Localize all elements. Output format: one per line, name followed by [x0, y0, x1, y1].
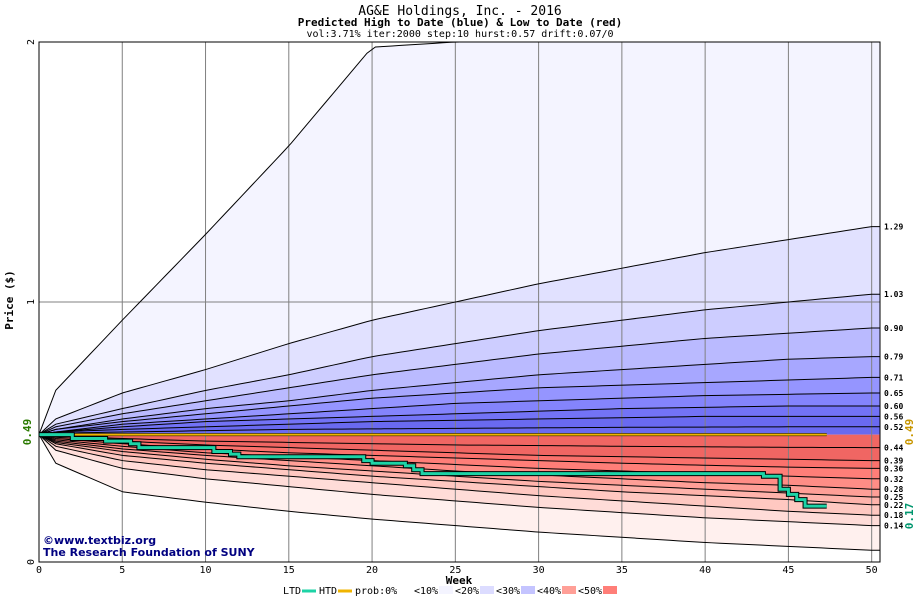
low-quantile-line-8	[38, 434, 881, 527]
low-quantile-line-6	[38, 434, 881, 506]
y-tick-label: 2	[26, 39, 37, 45]
high-band-3	[39, 294, 880, 435]
high-band-7	[39, 393, 880, 435]
chart-params: vol:3.71% iter:2000 step:10 hurst:0.57 d…	[306, 29, 613, 40]
high-quantile-line-3	[38, 327, 881, 436]
low-band-label: 0.22	[884, 501, 903, 510]
legend-swatch	[398, 586, 412, 594]
low-band-8	[39, 434, 880, 516]
low-band-2	[39, 434, 880, 461]
x-tick-label: 15	[283, 565, 295, 576]
x-tick-label: 10	[200, 565, 212, 576]
low-band-9	[39, 434, 880, 526]
x-tick-label: 25	[449, 565, 461, 576]
high-band-2	[39, 226, 880, 435]
legend-swatch	[603, 586, 617, 594]
x-tick-label: 5	[119, 565, 125, 576]
x-tick-label: 45	[782, 565, 794, 576]
low-quantile-line-0	[38, 434, 881, 449]
high-quantile-line-8	[38, 415, 880, 436]
high-quantile-line-1	[38, 226, 881, 435]
high-band-label: 0.65	[884, 389, 903, 398]
low-band-label: 0.25	[884, 493, 903, 502]
high-quantile-line-6	[38, 392, 881, 436]
low-quantile-line-5	[38, 434, 881, 498]
x-axis-label: Week	[446, 574, 473, 587]
legend-swatch	[439, 586, 453, 594]
high-quantile-line-5	[38, 376, 881, 436]
high-band-4	[39, 328, 880, 435]
high-band-9	[39, 416, 880, 435]
x-tick-label: 50	[866, 565, 878, 576]
x-tick-label: 0	[36, 565, 42, 576]
legend-swatch	[521, 586, 535, 594]
high-band-1	[39, 42, 880, 435]
high-band-label: 0.71	[884, 373, 903, 382]
legend-item-label: prob:0%	[355, 586, 397, 597]
low-band-label: 0.36	[884, 464, 903, 473]
plot-frame	[38, 41, 881, 563]
high-band-10	[39, 426, 880, 435]
high-band-label: 0.90	[884, 324, 903, 333]
low-quantile-line-1	[38, 434, 881, 462]
high-band-8	[39, 406, 880, 435]
legend-item-label: <20%	[455, 586, 479, 597]
axes-layer: 0 5 10 15 20 25 30 35 40 45 50 0 1 2 1.29 1.03 0.90 0.79 0…	[26, 39, 903, 576]
low-band-label: 0.18	[884, 511, 903, 520]
chart-title: AG&E Holdings, Inc. - 2016	[358, 4, 562, 19]
x-tick-label: 40	[699, 565, 711, 576]
legend: LTD HTD prob:0% <10% <20% <30% <40% <50%	[283, 586, 617, 597]
y-tick-label: 1	[26, 299, 37, 305]
y-axis-label: Price ($)	[3, 270, 16, 330]
low-band-label: 0.39	[884, 457, 903, 466]
lines-layer	[38, 41, 881, 551]
legend-item-label: <40%	[537, 586, 561, 597]
legend-swatch	[480, 586, 494, 594]
low-quantile-line-9	[38, 434, 881, 551]
low-band-10	[39, 434, 880, 551]
legend-item-label: HTD	[319, 586, 337, 597]
x-tick-label: 20	[366, 565, 378, 576]
high-band-label: 1.03	[884, 290, 903, 299]
low-band-label: 0.44	[884, 444, 903, 453]
y-tick-label: 0	[26, 559, 37, 565]
high-band-5	[39, 356, 880, 435]
high-band-label: 0.52	[884, 423, 903, 432]
chart-subtitle: Predicted High to Date (blue) & Low to D…	[298, 16, 623, 29]
legend-item-label: LTD	[283, 586, 301, 597]
high-band-label: 0.79	[884, 353, 903, 362]
start-line-label: 0.49	[903, 419, 916, 446]
ltd-line	[39, 433, 827, 508]
low-quantile-line-7	[38, 434, 881, 516]
low-band-label: 0.14	[884, 522, 903, 531]
low-band-3	[39, 434, 880, 469]
high-band-label: 0.60	[884, 402, 903, 411]
end-price-label: 0.17	[903, 503, 916, 530]
low-band-4	[39, 434, 880, 479]
high-quantile-line-9	[38, 426, 880, 436]
legend-item-label: <50%	[578, 586, 602, 597]
legend-item-label: <30%	[496, 586, 520, 597]
high-quantile-line-2	[38, 293, 881, 436]
start-price-label: 0.49	[21, 419, 34, 446]
low-band-label: 0.28	[884, 485, 903, 494]
x-tick-label: 30	[533, 565, 545, 576]
low-band-1	[39, 434, 880, 448]
high-band-label: 1.29	[884, 223, 903, 232]
low-band-label: 0.32	[884, 475, 903, 484]
legend-item-label: <10%	[414, 586, 438, 597]
high-quantile-line-4	[38, 356, 881, 436]
legend-swatch	[562, 586, 576, 594]
watermark-line1: ©www.textbiz.org	[43, 534, 156, 547]
high-band-6	[39, 377, 880, 435]
high-band-label: 0.56	[884, 412, 903, 421]
x-tick-label: 35	[616, 565, 628, 576]
high-quantile-line-7	[38, 405, 880, 436]
watermark-line2: The Research Foundation of SUNY	[43, 546, 256, 559]
